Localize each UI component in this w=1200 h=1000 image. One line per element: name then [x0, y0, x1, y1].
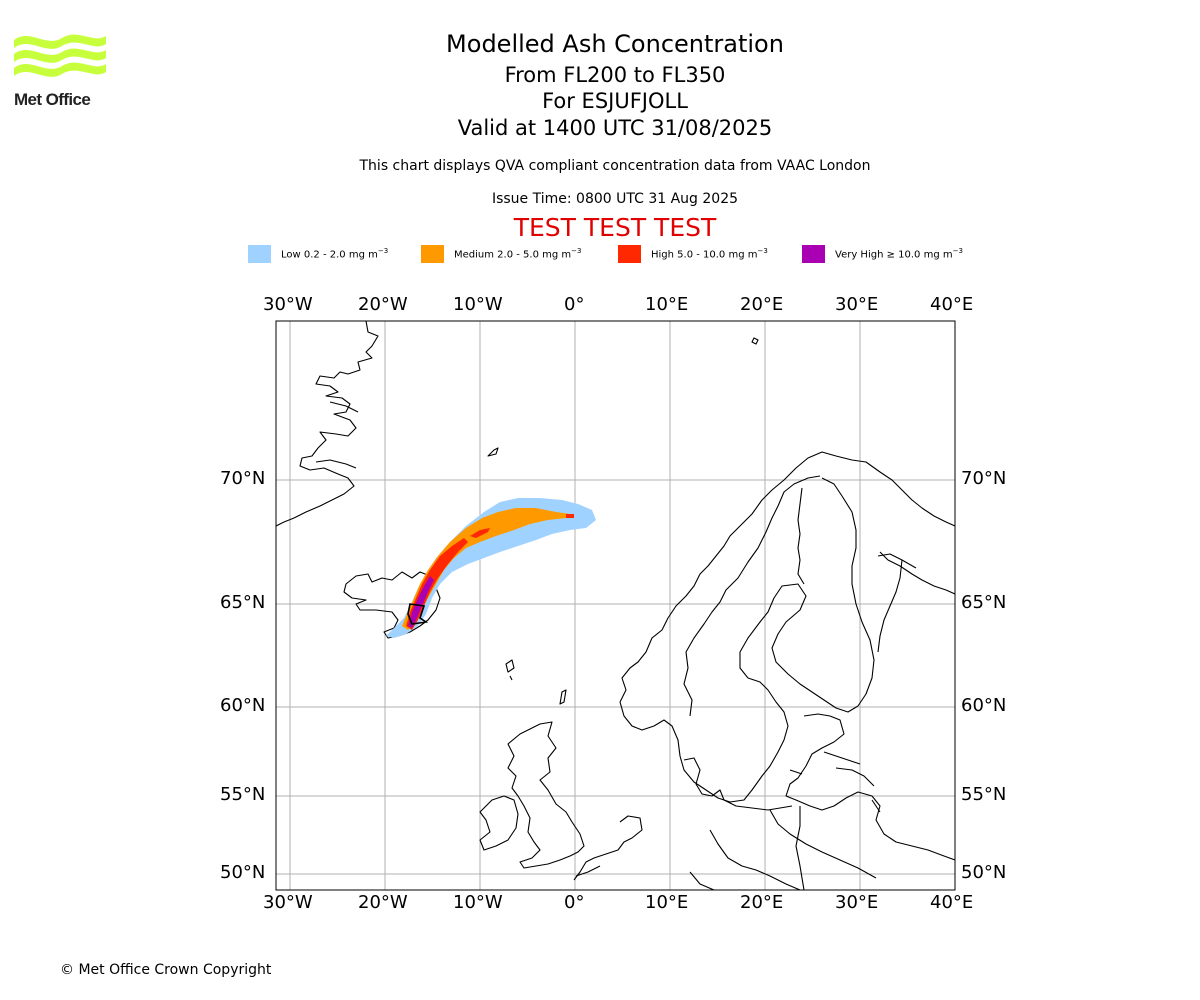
great-britain-coast [507, 721, 585, 869]
legend-swatch-high [618, 245, 641, 263]
ash-low [386, 498, 596, 638]
left-lat-tick: 60°N [220, 695, 266, 716]
norway-coast [619, 451, 955, 703]
right-lat-tick: 70°N [961, 468, 1007, 489]
legend-swatch-very-high [802, 245, 825, 263]
legend-label-medium: Medium 2.0 - 5.0 mg m−3 [454, 247, 582, 261]
top-lon-tick: 20°W [358, 294, 408, 315]
left-lat-tick: 55°N [220, 784, 266, 805]
issue-time: Issue Time: 0800 UTC 31 Aug 2025 [491, 191, 739, 207]
map-border [275, 320, 956, 891]
right-lat-tick: 55°N [961, 784, 1007, 805]
gridlines [276, 321, 955, 890]
legend-label-very-high: Very High ≥ 10.0 mg m−3 [835, 247, 963, 261]
bottom-lon-tick: 20°W [358, 892, 408, 913]
north-sea-coast [573, 815, 643, 881]
volcano-name: For ESJUFJOLL [542, 89, 688, 113]
denmark-coast [683, 757, 725, 801]
bottom-lon-tick: 10°E [645, 892, 689, 913]
bottom-lon-tick: 30°E [835, 892, 879, 913]
right-lat-tick: 65°N [961, 592, 1007, 613]
right-lat-tick: 50°N [961, 862, 1007, 883]
jan-mayen-coast [487, 447, 499, 457]
logo-text: Met Office [14, 90, 91, 109]
bottom-lon-tick: 20°E [740, 892, 784, 913]
bottom-lon-tick: 0° [564, 892, 585, 913]
ash-very-high [408, 576, 434, 628]
coastlines [276, 321, 955, 890]
top-lon-tick: 30°E [835, 294, 879, 315]
legend-item-high: High 5.0 - 10.0 mg m−3 [618, 244, 768, 264]
top-lon-tick: 10°E [645, 294, 689, 315]
legend-label-low: Low 0.2 - 2.0 mg m−3 [281, 247, 389, 261]
legend-swatch-medium [421, 245, 444, 263]
greenland-coast [276, 321, 379, 527]
ireland-coast [479, 795, 519, 851]
left-lat-tick: 50°N [220, 862, 266, 883]
left-lat-tick: 70°N [220, 468, 266, 489]
chart-description: This chart displays QVA compliant concen… [359, 158, 871, 174]
vent-marker [407, 603, 429, 625]
iceland-coast [343, 571, 441, 639]
map-background [276, 321, 955, 890]
baltic-coast [785, 713, 955, 861]
gulf-of-bothnia-coast [739, 583, 859, 713]
bottom-lon-tick: 30°W [263, 892, 313, 913]
chart-title: Modelled Ash Concentration [446, 30, 784, 58]
legend-item-medium: Medium 2.0 - 5.0 mg m−3 [421, 244, 581, 264]
flight-levels: From FL200 to FL350 [504, 63, 726, 87]
top-lon-tick: 40°E [930, 294, 974, 315]
top-lon-tick: 10°W [453, 294, 503, 315]
right-lat-tick: 60°N [961, 695, 1007, 716]
bottom-lon-tick: 10°W [453, 892, 503, 913]
bottom-lon-tick: 40°E [930, 892, 974, 913]
met-office-waves-icon [14, 34, 106, 77]
test-banner: TEST TEST TEST [513, 213, 717, 242]
ash-cloud [386, 498, 596, 638]
legend-item-low: Low 0.2 - 2.0 mg m−3 [248, 244, 388, 264]
legend-label-high: High 5.0 - 10.0 mg m−3 [651, 247, 768, 261]
legend-swatch-low [248, 245, 271, 263]
top-lon-tick: 0° [564, 294, 585, 315]
top-lon-tick: 30°W [263, 294, 313, 315]
copyright-notice: © Met Office Crown Copyright [60, 962, 272, 978]
left-lat-tick: 65°N [220, 592, 266, 613]
legend-item-very-high: Very High ≥ 10.0 mg m−3 [802, 244, 963, 264]
top-lon-tick: 20°E [740, 294, 784, 315]
met-office-logo: Met Office [14, 30, 110, 112]
valid-time: Valid at 1400 UTC 31/08/2025 [457, 116, 773, 140]
